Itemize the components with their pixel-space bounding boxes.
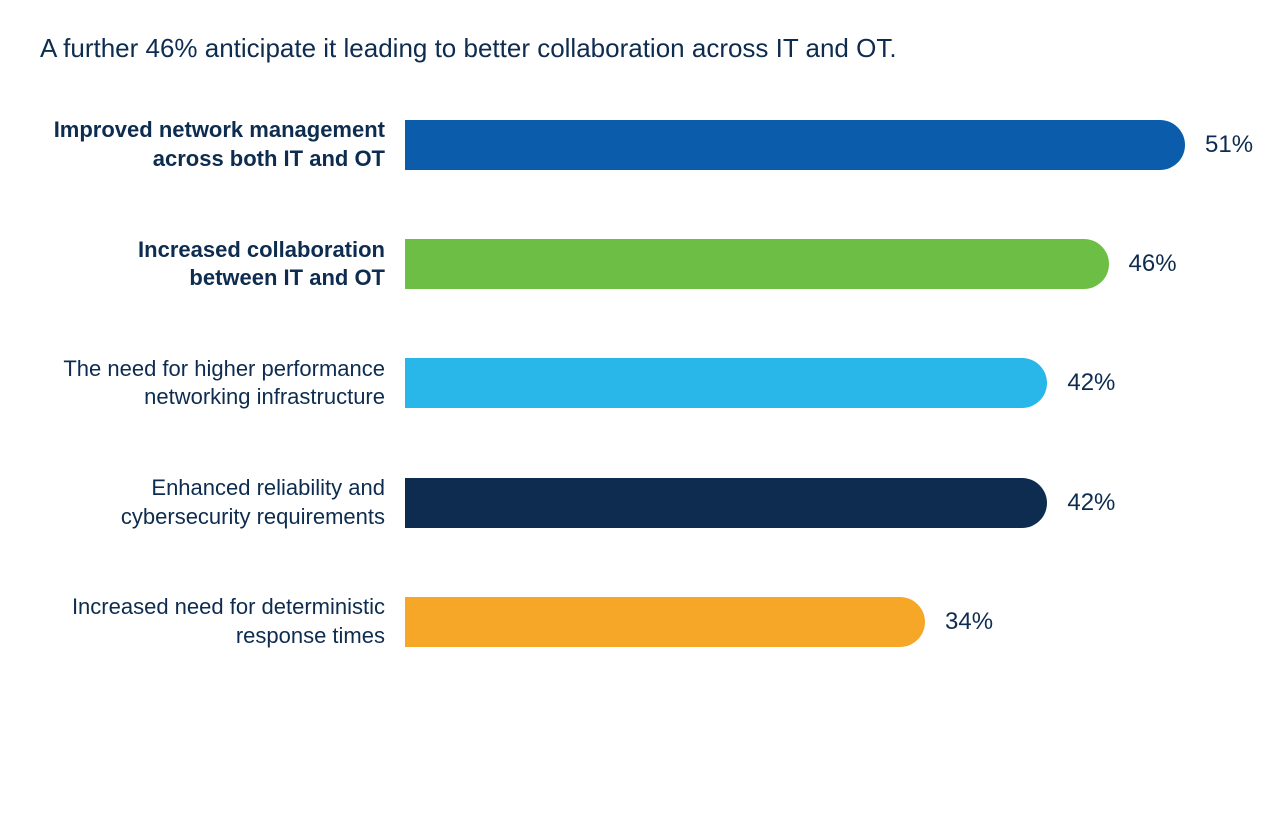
bar-row: Improved network management across both …	[40, 116, 1240, 173]
bar-track: 51%	[405, 120, 1253, 170]
bar-label-line1: Enhanced reliability and	[151, 475, 385, 500]
bar-value: 42%	[1067, 489, 1115, 517]
bar-label: Enhanced reliability and cybersecurity r…	[40, 474, 405, 531]
bar-row: Enhanced reliability and cybersecurity r…	[40, 474, 1240, 531]
bar-fill	[405, 478, 1047, 528]
bar-label-line2: response times	[236, 623, 385, 648]
bar-label: The need for higher performance networki…	[40, 355, 405, 412]
bar-label-line2: cybersecurity requirements	[121, 504, 385, 529]
bar-label-line2: across both IT and OT	[153, 146, 385, 171]
bar-label: Increased need for deterministic respons…	[40, 593, 405, 650]
bar-label: Improved network management across both …	[40, 116, 405, 173]
bar-row: Increased need for deterministic respons…	[40, 593, 1240, 650]
bar-fill	[405, 597, 925, 647]
bar-label-line1: Increased collaboration	[138, 237, 385, 262]
bar-row: Increased collaboration between IT and O…	[40, 236, 1240, 293]
bar-fill	[405, 358, 1047, 408]
bar-value: 34%	[945, 608, 993, 636]
bar-row: The need for higher performance networki…	[40, 355, 1240, 412]
bar-label-line2: networking infrastructure	[144, 384, 385, 409]
bar-track: 46%	[405, 239, 1240, 289]
bar-label-line1: The need for higher performance	[63, 356, 385, 381]
bar-label-line1: Improved network management	[54, 117, 385, 142]
bar-value: 51%	[1205, 131, 1253, 159]
bar-value: 42%	[1067, 369, 1115, 397]
bar-track: 42%	[405, 358, 1240, 408]
bar-label-line2: between IT and OT	[189, 265, 385, 290]
bar-value: 46%	[1129, 250, 1177, 278]
chart-title: A further 46% anticipate it leading to b…	[40, 30, 1240, 66]
bar-fill	[405, 120, 1185, 170]
chart-container: A further 46% anticipate it leading to b…	[40, 30, 1240, 650]
bar-track: 34%	[405, 597, 1240, 647]
bar-label-line1: Increased need for deterministic	[72, 594, 385, 619]
bar-track: 42%	[405, 478, 1240, 528]
bar-label: Increased collaboration between IT and O…	[40, 236, 405, 293]
bar-fill	[405, 239, 1109, 289]
